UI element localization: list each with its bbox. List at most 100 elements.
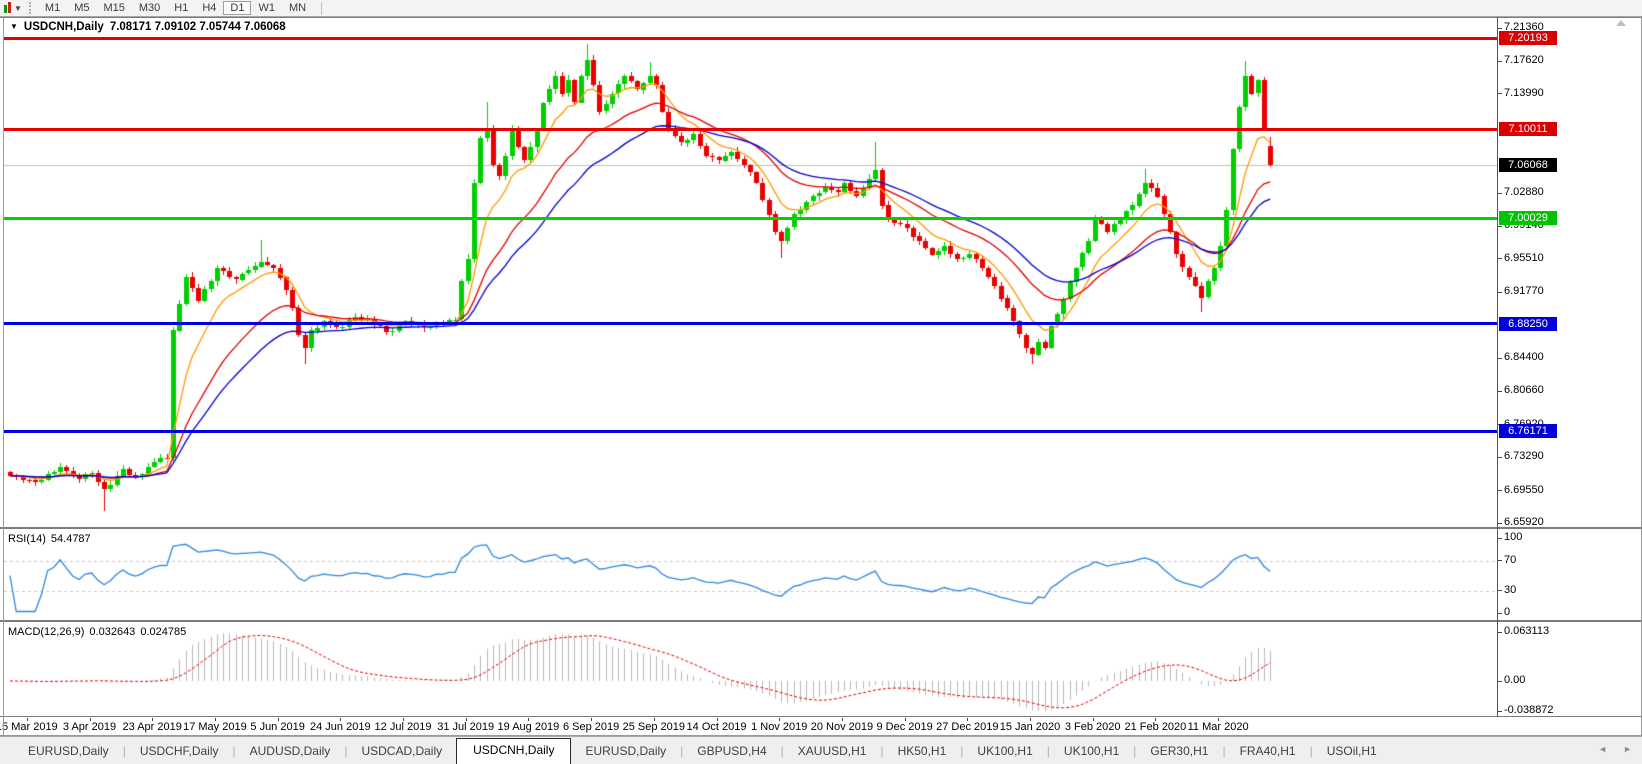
chart-tab-usoil-h1[interactable]: USOil,H1 xyxy=(1326,744,1377,758)
rsi-indicator-canvas[interactable] xyxy=(4,529,1497,620)
price-level-badge: 7.20193 xyxy=(1499,31,1557,46)
collapse-chart-icon[interactable]: ▼ xyxy=(10,21,18,31)
timeframe-button-M5[interactable]: M5 xyxy=(74,2,90,14)
date-axis-label: 31 Jul 2019 xyxy=(437,721,495,733)
price-axis-tick xyxy=(1497,27,1502,29)
timeframe-button-H4[interactable]: H4 xyxy=(202,2,217,14)
chart-tab-fra40-h1[interactable]: FRA40,H1 xyxy=(1239,744,1296,758)
horizontal-line-6.8825[interactable] xyxy=(4,322,1497,326)
chart-tab-usdchf-daily[interactable]: USDCHF,Daily xyxy=(139,744,219,758)
tab-scroll-left-icon[interactable]: ◄ xyxy=(1598,744,1608,754)
price-axis-tick-label: 6.73290 xyxy=(1504,450,1544,463)
price-axis-tick xyxy=(1497,225,1502,227)
date-axis-tick xyxy=(967,718,969,721)
rsi-indicator-name: RSI(14) xyxy=(8,533,46,545)
macd-axis-tick xyxy=(1497,680,1502,682)
date-axis-label: 21 Feb 2020 xyxy=(1124,721,1187,733)
tab-scroll-right-icon[interactable]: ► xyxy=(1623,744,1632,754)
chart-tab-usdcad-daily[interactable]: USDCAD,Daily xyxy=(361,744,443,758)
price-axis-line xyxy=(1497,17,1498,717)
chart-tab-xauusd-h1[interactable]: XAUUSD,H1 xyxy=(797,744,867,758)
main-chart-canvas[interactable] xyxy=(4,18,1497,527)
rsi-axis-tick-label: 30 xyxy=(1504,583,1517,596)
timeframe-button-MN[interactable]: MN xyxy=(288,2,307,14)
date-axis-label: 15 Mar 2019 xyxy=(0,721,58,733)
timeframe-button-M30[interactable]: M30 xyxy=(138,2,161,14)
timeframe-button-M15[interactable]: M15 xyxy=(103,2,125,14)
macd-axis-tick xyxy=(1497,631,1502,633)
macd-label: MACD(12,26,9) 0.032643 0.024785 xyxy=(8,626,186,638)
date-axis-label: 3 Feb 2020 xyxy=(1064,721,1121,733)
tab-divider: | xyxy=(960,744,964,758)
horizontal-line-7.00029[interactable] xyxy=(4,216,1497,220)
macd-signal-value: 0.024785 xyxy=(140,626,187,638)
date-axis-tick xyxy=(403,718,404,721)
chart-tab-audusd-daily[interactable]: AUDUSD,Daily xyxy=(249,744,331,758)
date-axis-label: 1 Nov 2019 xyxy=(751,721,808,733)
scroll-up-icon[interactable] xyxy=(1616,20,1626,26)
chart-tab-uk100-h1[interactable]: UK100,H1 xyxy=(1063,744,1120,758)
macd-indicator-canvas[interactable] xyxy=(4,622,1497,716)
date-axis-label: 15 Jan 2020 xyxy=(999,721,1061,733)
chart-tab-ger30-h1[interactable]: GER30,H1 xyxy=(1150,744,1209,758)
date-axis-tick xyxy=(591,718,593,721)
chart-tab-eurusd-daily[interactable]: EURUSD,Daily xyxy=(28,744,109,758)
date-axis-tick xyxy=(1030,718,1031,721)
price-axis-tick xyxy=(1497,258,1502,260)
tab-divider: | xyxy=(232,744,236,758)
macd-axis-tick-label: -0.038872 xyxy=(1504,704,1554,717)
timeframe-buttons: M1 M5 M15 M30 H1 H4 D1 W1 MN xyxy=(38,1,313,15)
rsi-axis-tick xyxy=(1497,560,1502,561)
main-rsi-separator[interactable] xyxy=(0,527,1642,529)
tab-divider: | xyxy=(344,744,348,758)
chart-tab-hk50-h1[interactable]: HK50,H1 xyxy=(897,744,947,758)
rsi-macd-separator[interactable] xyxy=(0,620,1642,622)
macd-main-value: 0.032643 xyxy=(89,626,136,638)
tab-divider: | xyxy=(1222,744,1226,758)
macd-axis-tick xyxy=(1497,710,1502,712)
price-axis-tick-label: 7.17620 xyxy=(1504,54,1544,67)
chart-tab-eurusd-daily[interactable]: EURUSD,Daily xyxy=(585,744,667,758)
date-axis-tick xyxy=(340,718,342,721)
rsi-axis-tick xyxy=(1497,590,1502,591)
chart-tab-gbpusd-h4[interactable]: GBPUSD,H4 xyxy=(697,744,767,758)
chart-tab-usdcnh-daily[interactable]: USDCNH,Daily xyxy=(456,738,572,764)
chart-symbol-period: USDCNH,Daily xyxy=(23,21,104,33)
chart-type-icon[interactable] xyxy=(4,2,11,13)
chevron-down-icon[interactable]: ▼ xyxy=(14,3,22,13)
date-axis-tick xyxy=(904,718,906,721)
date-axis-label: 9 Dec 2019 xyxy=(876,721,933,733)
tab-divider: | xyxy=(680,744,684,758)
horizontal-line-7.10011[interactable] xyxy=(4,127,1497,131)
chart-ohlc-values: 7.08171 7.09102 7.05744 7.06068 xyxy=(109,21,286,33)
chart-tabs-bar: EURUSD,Daily | USDCHF,Daily | AUDUSD,Daily | U… xyxy=(0,736,1642,764)
timeframe-button-D1[interactable]: D1 xyxy=(223,1,252,15)
tab-divider: | xyxy=(122,744,126,758)
rsi-axis-tick-label: 0 xyxy=(1504,606,1511,618)
horizontal-line-6.76171[interactable] xyxy=(4,429,1497,433)
date-axis-tick xyxy=(653,718,655,721)
tab-divider: | xyxy=(1309,744,1313,758)
rsi-axis-tick xyxy=(1497,537,1502,539)
toolbar-grip-handle[interactable] xyxy=(28,2,31,14)
price-axis-tick xyxy=(1497,522,1502,524)
date-axis-label: 24 Jun 2019 xyxy=(310,721,371,733)
tab-divider: | xyxy=(1046,744,1050,758)
timeframe-button-H1[interactable]: H1 xyxy=(174,2,189,14)
tab-divider: | xyxy=(1133,744,1137,758)
timeframe-button-M1[interactable]: M1 xyxy=(44,2,61,14)
date-axis-label: 23 Apr 2019 xyxy=(122,721,182,733)
chart-tab-uk100-h1[interactable]: UK100,H1 xyxy=(977,744,1033,758)
date-axis-tick xyxy=(152,718,154,721)
rsi-axis-tick xyxy=(1497,612,1502,614)
price-axis-tick-label: 6.80660 xyxy=(1504,384,1544,397)
price-axis-tick-label: 6.69550 xyxy=(1504,483,1544,496)
horizontal-line-7.20193[interactable] xyxy=(4,36,1497,40)
timeframe-button-W1[interactable]: W1 xyxy=(258,2,275,14)
date-axis-label: 6 Sep 2019 xyxy=(562,721,620,733)
price-axis-tick-label: 6.84400 xyxy=(1504,351,1544,363)
price-level-badge: 7.10011 xyxy=(1499,122,1557,137)
date-axis-label: 11 Mar 2020 xyxy=(1187,721,1249,733)
macd-axis-tick-label: 0.00 xyxy=(1504,674,1526,686)
timeframe-toolbar: ▼ M1 M5 M15 M30 H1 H4 D1 W1 MN xyxy=(0,0,1642,17)
